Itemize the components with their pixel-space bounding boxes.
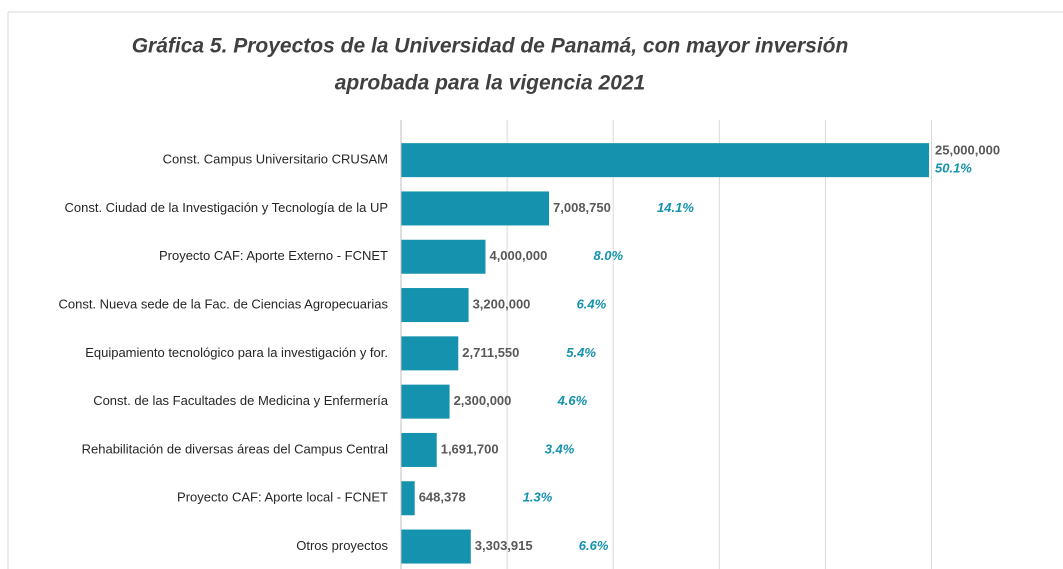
- y-tick-label: Otros proyectos: [296, 538, 388, 553]
- bar: [401, 481, 415, 516]
- y-tick-label: Const. Ciudad de la Investigación y Tecn…: [64, 200, 388, 215]
- share-label: 4.6%: [557, 393, 588, 408]
- bar: [401, 143, 929, 178]
- bar: [401, 336, 459, 371]
- y-tick-label: Const. Campus Universitario CRUSAM: [163, 152, 388, 167]
- y-tick-label: Rehabilitación de diversas áreas del Cam…: [82, 441, 388, 456]
- y-tick-label: Proyecto CAF: Aporte Externo - FCNET: [159, 248, 388, 263]
- bar: [401, 239, 486, 274]
- value-label: 4,000,000: [489, 248, 547, 263]
- share-label: 5.4%: [566, 345, 596, 360]
- value-label: 2,711,550: [462, 345, 519, 360]
- share-label: 6.4%: [577, 296, 607, 311]
- bar: [401, 288, 469, 323]
- chart-title: aprobada para la vigencia 2021: [335, 72, 646, 95]
- chart-title: Gráfica 5. Proyectos de la Universidad d…: [132, 35, 849, 58]
- value-label: 25,000,000: [935, 143, 1000, 158]
- y-tick-label: Equipamiento tecnológico para la investi…: [85, 345, 388, 360]
- value-label: 3,200,000: [473, 296, 531, 311]
- value-label: 648,378: [419, 490, 466, 505]
- share-label: 50.1%: [935, 161, 972, 176]
- bar: [401, 384, 450, 419]
- share-label: 6.6%: [579, 538, 609, 553]
- share-label: 14.1%: [657, 200, 694, 215]
- share-label: 1.3%: [523, 490, 553, 505]
- value-label: 2,300,000: [454, 393, 512, 408]
- value-label: 3,303,915: [475, 538, 533, 553]
- value-label: 1,691,700: [441, 441, 499, 456]
- bar: [401, 432, 437, 467]
- y-tick-label: Const. Nueva sede de la Fac. de Ciencias…: [58, 296, 388, 311]
- bar: [401, 191, 550, 226]
- share-label: 3.4%: [545, 441, 575, 456]
- y-tick-label: Const. de las Facultades de Medicina y E…: [93, 393, 389, 408]
- value-label: 7,008,750: [553, 200, 611, 215]
- bar: [401, 529, 471, 564]
- y-tick-label: Proyecto CAF: Aporte local - FCNET: [177, 490, 388, 505]
- share-label: 8.0%: [593, 248, 623, 263]
